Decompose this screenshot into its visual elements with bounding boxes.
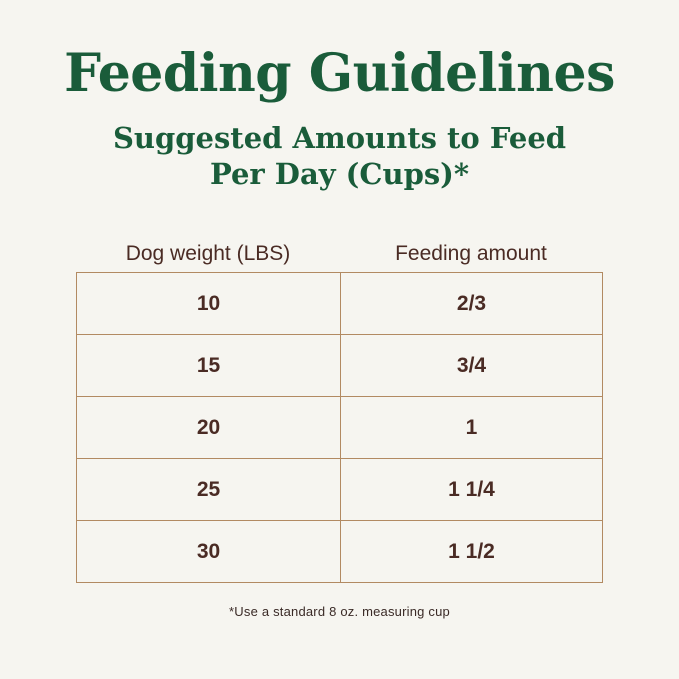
dog-weight-cell: 30 — [76, 520, 341, 583]
column-header-feeding-amount: Feeding amount — [395, 242, 547, 265]
table-row: 30 1 1/2 — [76, 520, 603, 583]
page-title: Feeding Guidelines — [64, 43, 615, 104]
dog-weight-cell: 20 — [76, 396, 341, 459]
dog-weight-cell: 15 — [76, 334, 341, 397]
subtitle-line-2: Per Day (Cups)* — [209, 157, 470, 191]
feeding-amount-cell: 1 1/2 — [340, 520, 603, 583]
table-row: 25 1 1/4 — [76, 458, 603, 521]
table-column-headers: Dog weight (LBS) Feeding amount — [76, 238, 603, 270]
subtitle-line-1: Suggested Amounts to Feed — [112, 121, 567, 155]
dog-weight-cell: 25 — [76, 458, 341, 521]
table-row: 20 1 — [76, 396, 603, 459]
footnote: *Use a standard 8 oz. measuring cup — [229, 604, 450, 619]
page-subtitle: Suggested Amounts to Feed Per Day (Cups)… — [0, 120, 679, 192]
column-header-dog-weight: Dog weight (LBS) — [125, 242, 291, 265]
table-row: 15 3/4 — [76, 334, 603, 397]
feeding-amount-cell: 1 1/4 — [340, 458, 603, 521]
dog-weight-cell: 10 — [76, 272, 341, 335]
feeding-amount-cell: 1 — [340, 396, 603, 459]
feeding-amount-cell: 2/3 — [340, 272, 603, 335]
table-row: 10 2/3 — [76, 272, 603, 335]
feeding-table: 10 2/3 15 3/4 20 1 25 1 1/4 30 1 1/2 — [76, 272, 603, 583]
feeding-amount-cell: 3/4 — [340, 334, 603, 397]
